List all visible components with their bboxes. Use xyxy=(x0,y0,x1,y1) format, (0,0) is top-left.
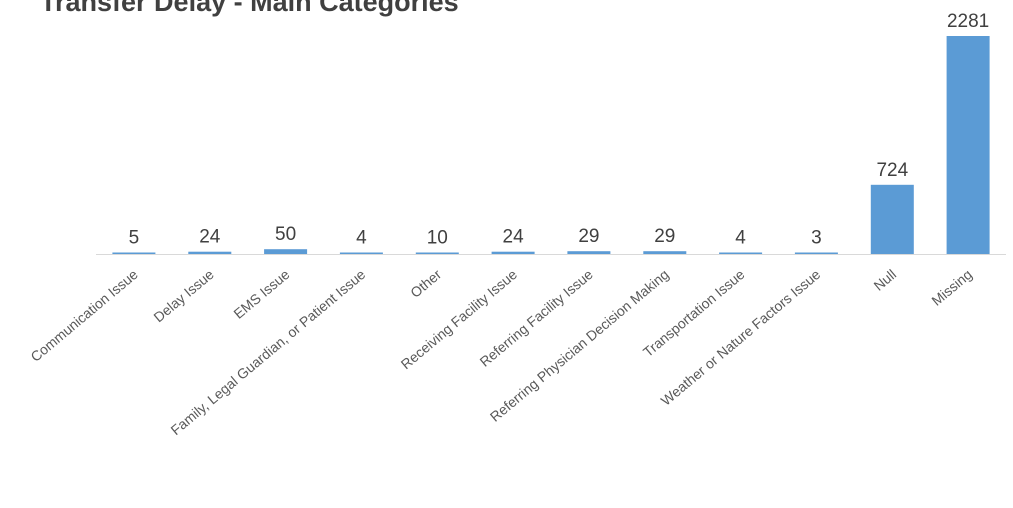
bar-value-label: 4 xyxy=(735,228,746,249)
category-tick-label: EMS Issue xyxy=(230,266,292,322)
chart-title: Transfer Delay - Main Categories xyxy=(40,0,459,17)
category-tick-label: Delay Issue xyxy=(150,266,216,325)
bar-value-label: 24 xyxy=(199,227,221,248)
bar-value-label: 29 xyxy=(578,226,599,247)
bar xyxy=(567,251,611,254)
bar xyxy=(112,252,156,254)
bar-value-label: 10 xyxy=(427,228,448,249)
bar xyxy=(870,184,914,254)
bar xyxy=(946,36,990,254)
category-tick-label: Communication Issue xyxy=(27,266,141,365)
bar xyxy=(491,251,535,254)
bar xyxy=(415,252,459,254)
bar xyxy=(339,252,383,254)
category-tick-label: Other xyxy=(407,266,444,301)
bar-value-label: 50 xyxy=(275,224,296,245)
bar xyxy=(719,252,763,254)
bar xyxy=(188,251,232,254)
bars-group xyxy=(112,36,990,254)
bar-value-label: 29 xyxy=(654,226,675,247)
bar-value-label: 3 xyxy=(811,228,822,249)
bar xyxy=(643,251,687,254)
bar-value-label: 2281 xyxy=(947,11,989,32)
bar-value-label: 724 xyxy=(876,160,908,181)
category-tick-labels: Communication Issue Delay Issue EMS IssueF… xyxy=(27,266,975,438)
category-tick-label: Missing xyxy=(928,266,975,309)
bar-value-label: 24 xyxy=(503,227,525,248)
value-labels-group: 5 24 50 4 10 24 29 29 4 3 724 2281 xyxy=(129,11,990,249)
bar-value-label: 4 xyxy=(356,228,367,249)
bar-value-label: 5 xyxy=(129,228,140,249)
bar xyxy=(794,252,838,254)
category-tick-label: Weather or Nature Factors Issue xyxy=(658,266,824,409)
bar xyxy=(264,249,308,254)
category-tick-label: Null xyxy=(870,266,899,294)
